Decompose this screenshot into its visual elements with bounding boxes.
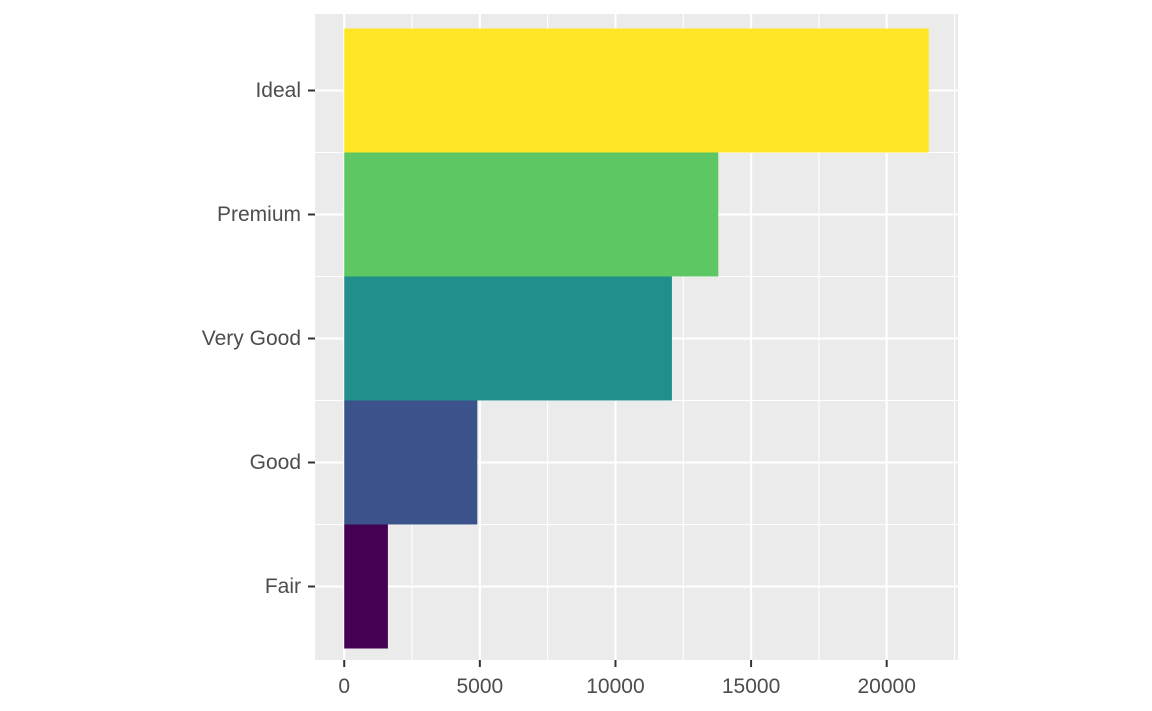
y-tick-label-good: Good — [250, 451, 301, 474]
x-tick-label: 10000 — [586, 675, 644, 698]
y-axis: Fair Good Very Good Premium Ideal — [202, 79, 315, 598]
bar-good — [344, 400, 478, 525]
x-tick-label: 5000 — [456, 675, 503, 698]
y-tick-label-ideal: Ideal — [255, 79, 301, 102]
y-tick-label-premium: Premium — [217, 203, 301, 226]
y-tick-label-very-good: Very Good — [202, 327, 301, 350]
bar-fair — [344, 524, 388, 649]
x-axis: 0 5000 10000 15000 20000 — [338, 660, 916, 698]
x-tick-label: 20000 — [858, 675, 916, 698]
x-tick-label: 15000 — [722, 675, 780, 698]
bar-premium — [344, 152, 719, 277]
bar-very-good — [344, 276, 672, 401]
bar-ideal — [344, 28, 929, 153]
y-tick-label-fair: Fair — [265, 575, 301, 598]
bars — [344, 28, 929, 649]
x-tick-label: 0 — [338, 675, 350, 698]
